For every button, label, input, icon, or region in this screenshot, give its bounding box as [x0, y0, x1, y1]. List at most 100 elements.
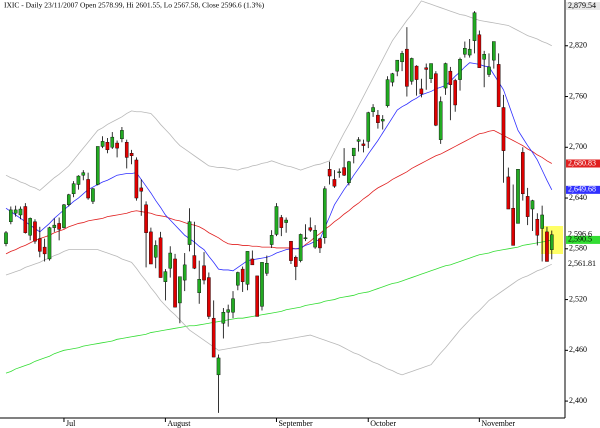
candle-body — [47, 227, 52, 260]
candle-body — [347, 161, 351, 184]
candle-body — [158, 237, 163, 278]
chart-title: IXIC - Daily 23/11/2007 Open 2578.99, Hi… — [4, 1, 265, 10]
candle-body — [289, 240, 293, 261]
candle-body — [86, 179, 90, 199]
candle-body — [501, 107, 506, 151]
candle-body — [371, 107, 375, 112]
candle-body — [66, 194, 71, 206]
value-marker-label: 2,879.54 — [568, 1, 596, 10]
candle-body — [549, 234, 554, 250]
candle-body — [178, 276, 182, 304]
candle-body — [187, 221, 192, 245]
value-marker — [566, 185, 600, 194]
y-tick-label: 2,760 — [569, 91, 587, 100]
candle-body — [9, 209, 13, 222]
candle-body — [390, 73, 395, 83]
candle-body — [216, 357, 221, 376]
candle-body — [13, 209, 18, 214]
indicator-line — [5, 239, 552, 374]
x-tick-label: November — [481, 419, 515, 428]
candle-body — [110, 136, 115, 148]
candle-body — [294, 257, 298, 267]
candle-body — [28, 218, 32, 236]
candle-body — [221, 312, 226, 324]
candle-body — [124, 142, 129, 158]
indicator-line — [5, 129, 552, 255]
candle-body — [521, 152, 525, 195]
candle-body — [409, 58, 414, 82]
candle-body — [33, 221, 37, 242]
candle-body — [38, 238, 42, 252]
candle-body — [492, 41, 496, 61]
candle-body — [351, 147, 356, 156]
candle-body — [255, 275, 259, 317]
candle-body — [120, 130, 124, 140]
candle-body — [279, 217, 284, 228]
candle-body — [115, 142, 119, 149]
x-tick-label: August — [167, 419, 191, 428]
candle-body — [91, 188, 95, 202]
y-tick-label: 2,400 — [569, 396, 587, 405]
candle-body — [192, 255, 197, 269]
candle-body — [318, 238, 322, 249]
candle-body — [100, 141, 105, 147]
candle-body — [4, 232, 8, 244]
candle-body — [202, 265, 206, 281]
candle-body — [530, 200, 535, 210]
value-marker — [566, 260, 600, 269]
candle-body — [18, 208, 23, 216]
value-marker-label: 2,649.68 — [568, 185, 596, 194]
candle-body — [400, 53, 404, 63]
y-tick-label: 2,820 — [569, 41, 587, 50]
candle-body — [482, 54, 486, 60]
candle-body — [419, 88, 424, 95]
candle-body — [23, 206, 28, 233]
candle-body — [366, 112, 371, 142]
candle-body — [42, 246, 47, 255]
candle-body — [506, 176, 511, 210]
indicator-line — [5, 0, 552, 191]
candle-body — [226, 309, 230, 313]
candle-body — [231, 298, 235, 313]
candle-body — [105, 142, 110, 151]
candle-body — [313, 229, 317, 248]
candle-body — [535, 218, 540, 236]
candle-body — [274, 206, 279, 235]
candle-body — [298, 234, 303, 261]
candle-body — [327, 169, 332, 177]
candle-body — [443, 63, 448, 89]
candle-body — [134, 159, 139, 199]
candle-body — [211, 317, 216, 358]
candle-body — [525, 196, 530, 217]
candle-body — [540, 214, 544, 229]
candle-body — [81, 172, 86, 176]
candle-body — [284, 219, 288, 223]
candle-body — [511, 207, 515, 246]
candle-body — [250, 258, 255, 266]
candle-body — [434, 73, 438, 126]
candle-body — [240, 268, 245, 282]
indicator-line — [5, 249, 552, 376]
value-marker — [566, 235, 600, 244]
candle-body — [405, 48, 409, 87]
candle-body — [545, 231, 549, 262]
candle-body — [414, 65, 419, 80]
y-tick-label: 2,700 — [569, 142, 587, 151]
value-marker-label: 2,596.6 — [568, 230, 592, 239]
candle-body — [52, 224, 57, 228]
candle-body — [303, 237, 308, 240]
candle-body — [342, 167, 346, 176]
candle-body — [173, 258, 177, 308]
candle-body — [322, 188, 327, 239]
x-tick-label: September — [278, 419, 313, 428]
y-tick-label: 2,580 — [569, 244, 587, 253]
candle-body — [356, 139, 361, 142]
candle-body — [163, 271, 168, 282]
candle-body — [308, 227, 313, 231]
x-tick-label: Jul — [66, 419, 76, 428]
candle-body — [448, 70, 453, 85]
candle-body — [197, 279, 202, 293]
y-tick-label: 2,520 — [569, 294, 587, 303]
candle-body — [332, 179, 337, 187]
